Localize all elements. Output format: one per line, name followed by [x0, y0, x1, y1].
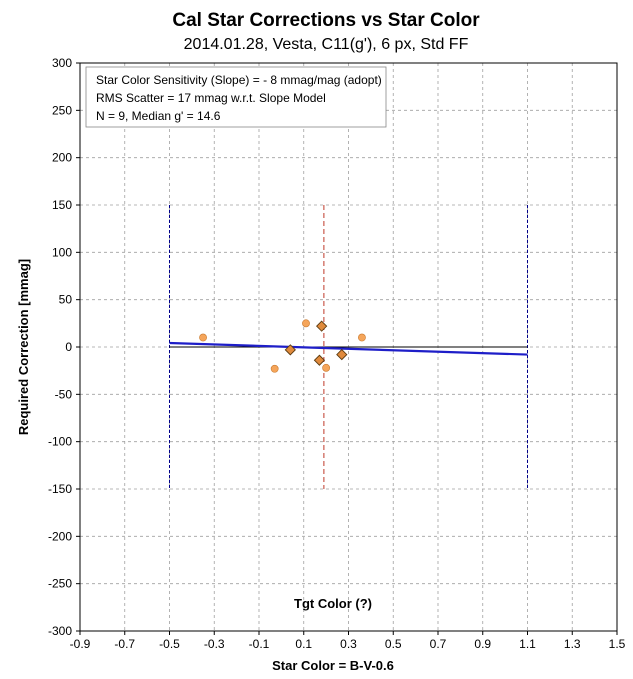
- x-tick-label: -0.3: [204, 637, 225, 651]
- x-tick-label: 1.3: [564, 637, 581, 651]
- y-tick-label: 150: [52, 198, 72, 212]
- annotation-line-2: RMS Scatter = 17 mmag w.r.t. Slope Model: [96, 91, 326, 105]
- chart-subtitle: 2014.01.28, Vesta, C11(g'), 6 px, Std FF: [184, 36, 469, 53]
- x-tick-label: -0.7: [114, 637, 135, 651]
- y-tick-label: -250: [48, 577, 72, 591]
- y-tick-label: -50: [55, 387, 73, 401]
- y-tick-label: 300: [52, 56, 72, 70]
- data-point-circle: [270, 364, 279, 373]
- x-tick-label: 0.1: [295, 637, 312, 651]
- data-point-circle: [302, 319, 310, 328]
- y-tick-label: 250: [52, 103, 72, 117]
- data-point-circle: [358, 333, 366, 342]
- x-axis-title: Star Color = B-V-0.6: [272, 658, 394, 673]
- x-tick-label: 0.5: [385, 637, 402, 651]
- inner-label: Tgt Color (?): [294, 596, 372, 611]
- x-tick-label: 0.3: [340, 637, 357, 651]
- data-point-diamond: [284, 344, 296, 356]
- x-tick-label: 1.5: [609, 637, 626, 651]
- slope-fit-line: [169, 341, 528, 356]
- reference-lines: [169, 205, 528, 489]
- y-tick-label: 50: [59, 293, 73, 307]
- annotation-line-1: Star Color Sensitivity (Slope) = - 8 mma…: [96, 73, 382, 87]
- y-axis-title: Required Correction [mmag]: [16, 259, 31, 435]
- data-point-circle: [322, 363, 331, 372]
- x-tick-label: -0.5: [159, 637, 180, 651]
- annotation-frame: [85, 66, 387, 128]
- y-tick-label: 0: [65, 340, 72, 354]
- x-tick-label: -0.9: [70, 637, 91, 651]
- y-tick-label: 200: [52, 151, 72, 165]
- y-tick-label: -200: [48, 529, 72, 543]
- y-tick-label: 100: [52, 245, 72, 259]
- annotation-box: Star Color Sensitivity (Slope) = - 8 mma…: [85, 66, 387, 128]
- y-tick-label: -150: [48, 482, 72, 496]
- data-points: [199, 319, 366, 373]
- y-tick-label: -100: [48, 435, 72, 449]
- data-point-diamond: [313, 354, 326, 366]
- x-tick-label: 1.1: [519, 637, 536, 651]
- axes: -0.9 -0.7 -0.5 -0.3 -0.1 0.1 0.3 0.5 0.7 0.9 1.1 1.…: [48, 56, 626, 651]
- data-point-circle: [199, 333, 207, 342]
- x-tick-label: 0.7: [430, 637, 447, 651]
- annotation-line-3: N = 9, Median g' = 14.6: [96, 109, 221, 123]
- data-point-diamond: [316, 320, 328, 332]
- x-tick-label: -0.1: [249, 637, 270, 651]
- x-tick-label: 0.9: [474, 637, 491, 651]
- data-point-diamond: [336, 348, 348, 361]
- y-tick-label: -300: [48, 624, 72, 638]
- chart-title: Cal Star Corrections vs Star Color: [172, 10, 480, 31]
